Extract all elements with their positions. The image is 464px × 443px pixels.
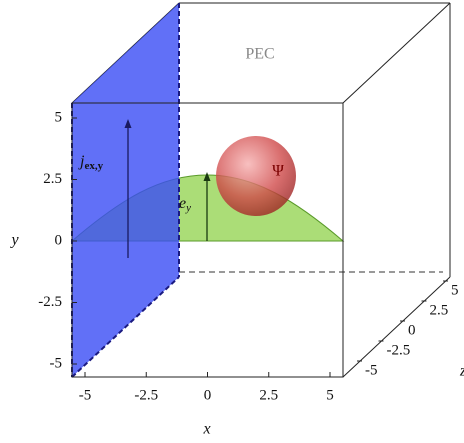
y-tick-label: 5 [55, 109, 63, 125]
x-tick-label: 0 [204, 387, 212, 403]
z-tick-label: -2.5 [387, 342, 411, 358]
z-tick-label: 2.5 [430, 302, 449, 318]
x-tick-label: -5 [79, 387, 92, 403]
z-axis-label: z [459, 363, 464, 380]
box-edge [343, 277, 450, 377]
sphere [216, 136, 296, 216]
sphere-label: Ψ [272, 163, 284, 180]
y-tick-label: 2.5 [43, 171, 62, 187]
y-tick-label: 0 [55, 232, 63, 248]
pec-label: PEC [245, 46, 274, 63]
z-tick-label: 0 [408, 322, 416, 338]
symbol: e [179, 195, 186, 212]
pec-plane [72, 3, 179, 377]
subscript: y [185, 202, 191, 214]
z-tick-label: -5 [365, 362, 378, 378]
diagram: PEC Ψ jex,y ey x y z -5-2.502.5552.50-2.… [0, 0, 464, 443]
x-tick-label: 2.5 [259, 387, 278, 403]
x-axis-label: x [202, 421, 210, 438]
y-axis-label: y [9, 232, 19, 249]
x-tick-label: 5 [326, 387, 334, 403]
x-tick-label: -2.5 [134, 387, 158, 403]
y-tick-label: -2.5 [38, 294, 62, 310]
y-tick-label: -5 [50, 355, 63, 371]
z-tick-label: 5 [451, 282, 459, 298]
subscript: ex,y [84, 160, 103, 172]
box-edge [343, 3, 450, 103]
